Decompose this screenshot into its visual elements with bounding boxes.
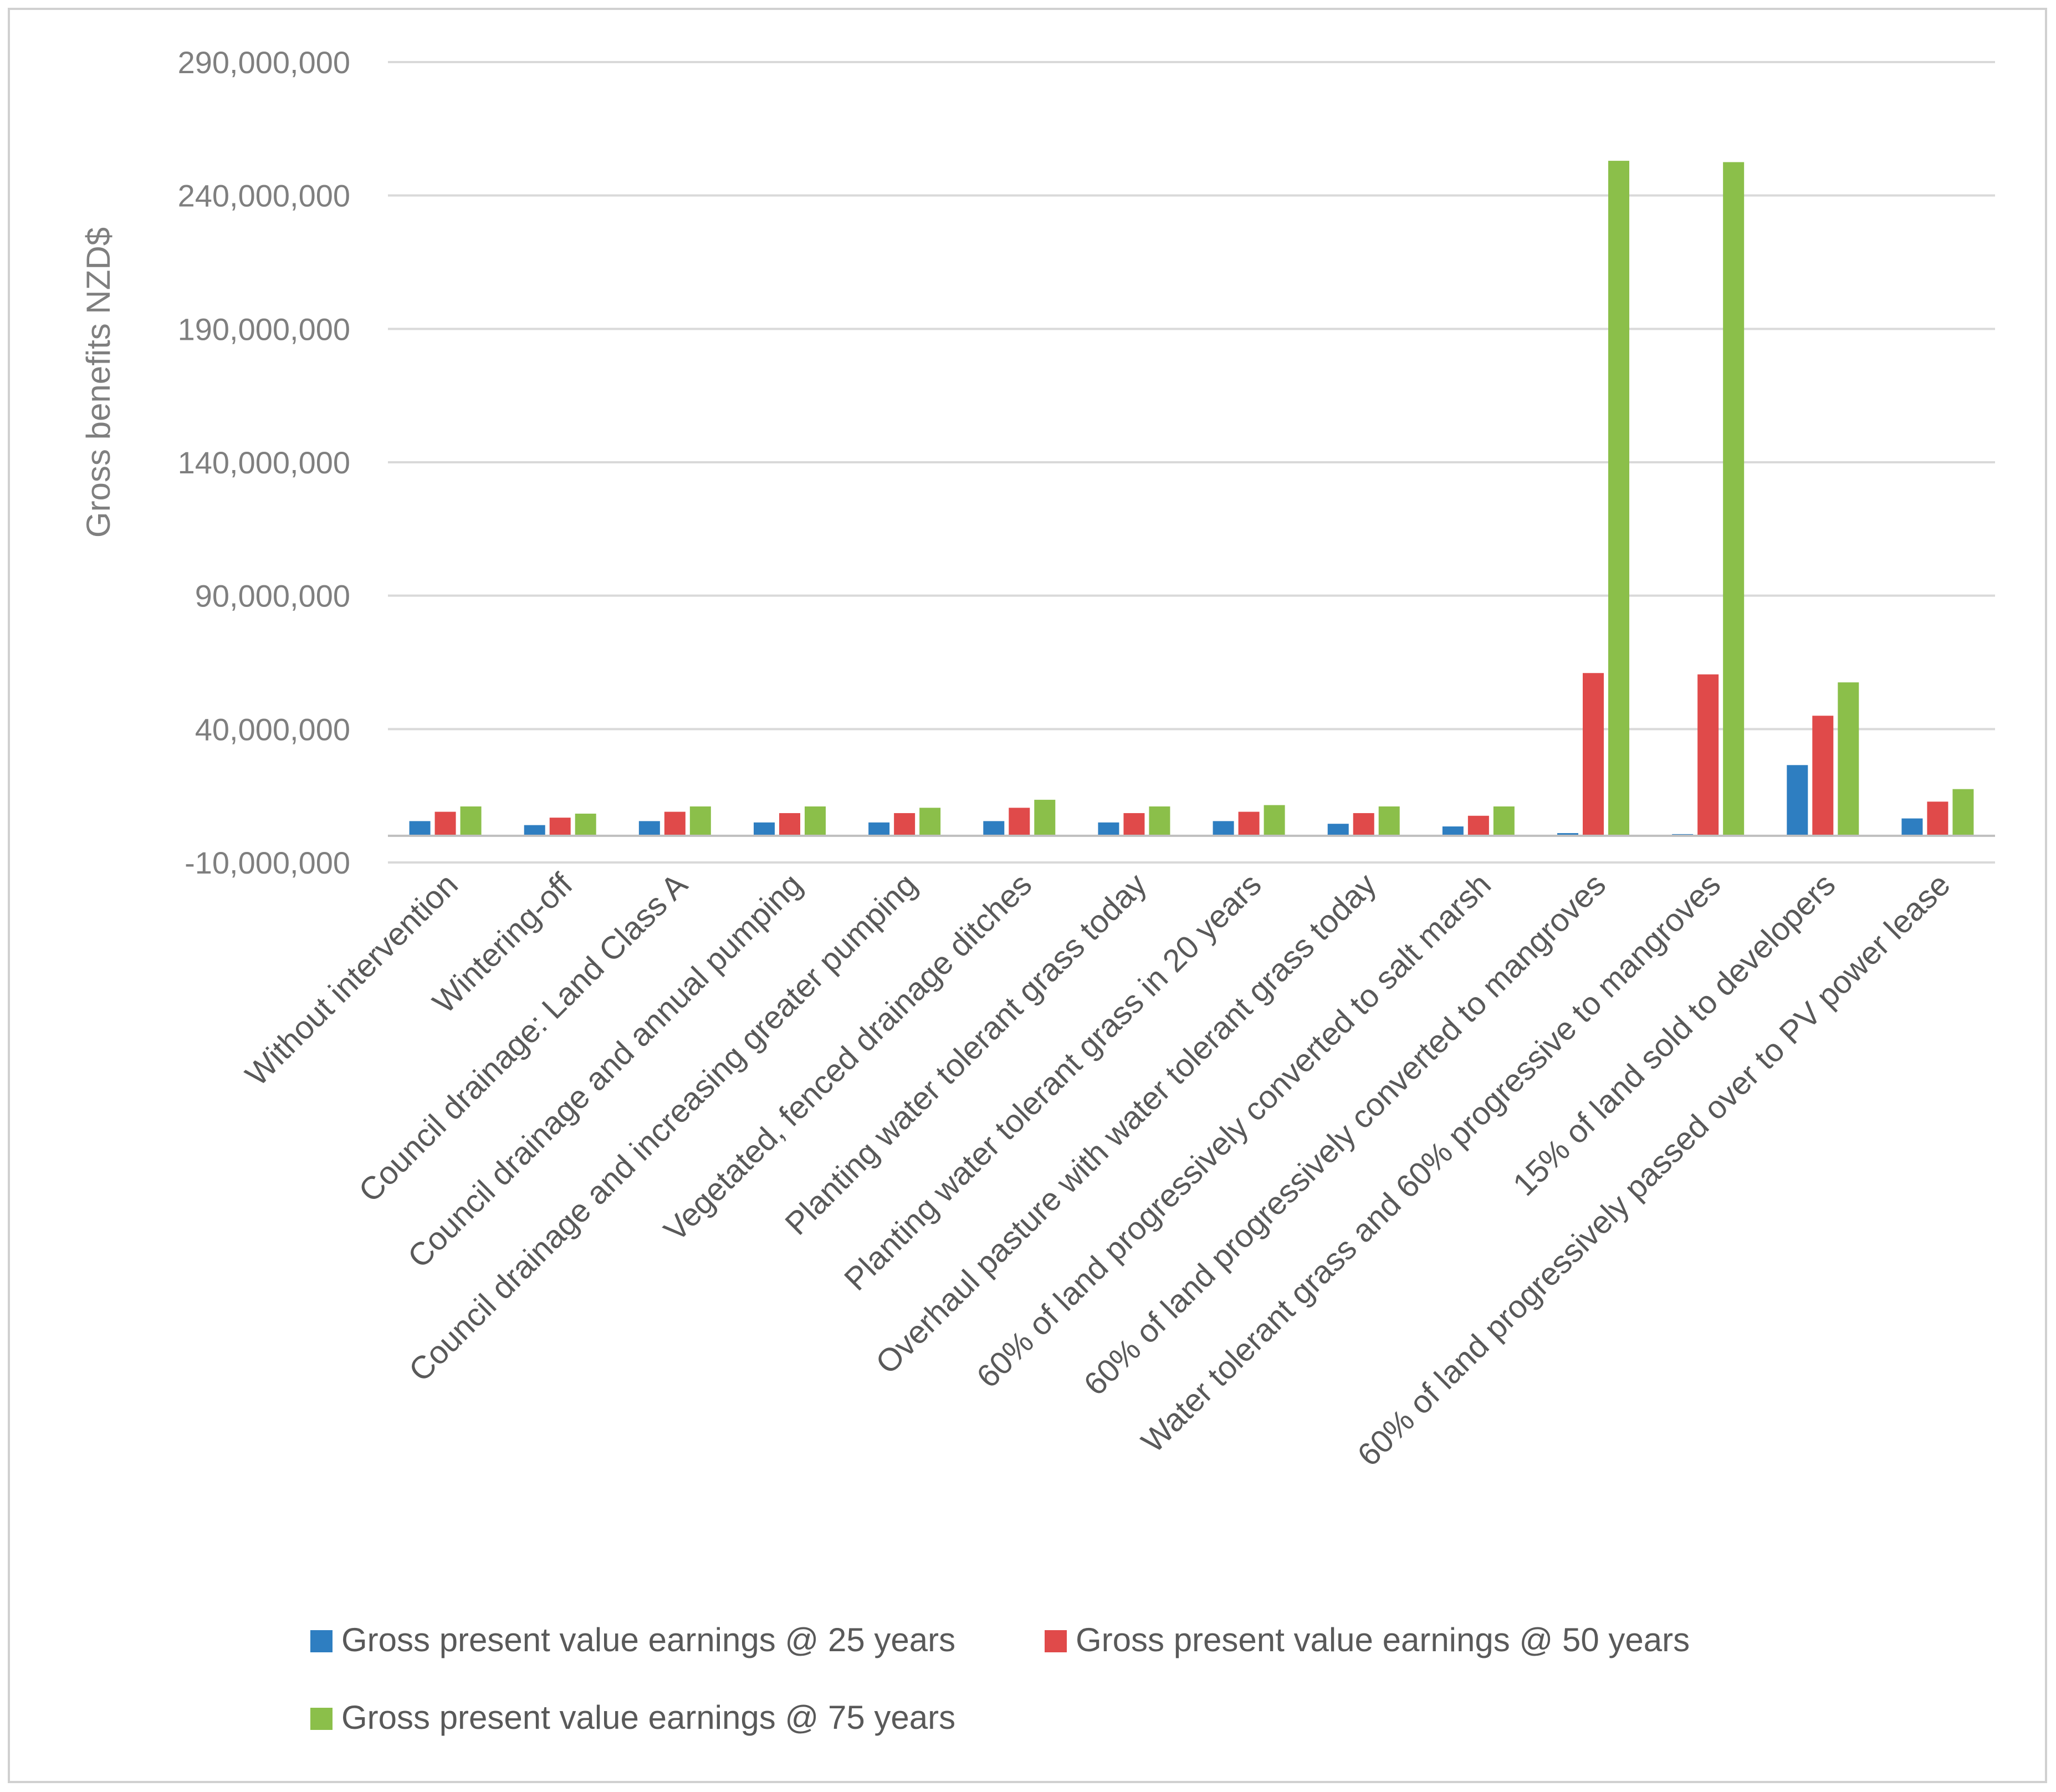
bar-series-3 [460, 806, 482, 836]
bar-series-1 [1327, 824, 1349, 836]
bars [409, 161, 1974, 836]
y-tick-label: 90,000,000 [195, 579, 350, 614]
bar-series-2 [1238, 811, 1260, 836]
bar-series-2 [1123, 813, 1145, 836]
bar-series-3 [1149, 806, 1170, 836]
bar-series-3 [1952, 789, 1974, 836]
bar-series-2 [434, 811, 456, 836]
x-category-label: Council drainage and annual pumping [401, 866, 809, 1275]
bar-series-3 [575, 813, 596, 836]
bar-series-3 [1838, 682, 1859, 836]
y-tick-label: 290,000,000 [178, 45, 350, 80]
bar-series-2 [1697, 674, 1719, 836]
y-tick-label: 40,000,000 [195, 712, 350, 747]
bar-series-2 [1009, 808, 1030, 836]
bar-series-1 [754, 822, 775, 836]
bar-series-2 [779, 813, 800, 836]
bar-series-3 [1378, 806, 1400, 836]
bar-series-1 [1098, 822, 1119, 836]
bar-series-1 [868, 822, 890, 836]
y-tick-label: 190,000,000 [178, 312, 350, 346]
bar-series-3 [1723, 162, 1745, 836]
legend-swatch-series-3 [310, 1708, 333, 1730]
x-axis-category-labels: Without interventionWintering-offCouncil… [238, 866, 1957, 1473]
legend: Gross present value earnings @ 25 years G… [310, 1621, 1690, 1736]
bar-series-1 [1787, 765, 1808, 836]
bar-series-1 [1557, 833, 1578, 836]
bar-series-1 [1442, 826, 1464, 836]
bar-series-2 [1467, 815, 1489, 836]
bar-series-2 [664, 811, 686, 836]
legend-swatch-series-1 [310, 1630, 333, 1652]
bar-series-3 [1493, 806, 1515, 836]
bar-series-2 [1927, 801, 1948, 836]
bar-series-3 [1034, 799, 1056, 836]
y-tick-label: 140,000,000 [178, 445, 350, 480]
bar-series-3 [805, 806, 826, 836]
bar-series-1 [1901, 818, 1923, 836]
y-tick-label: 240,000,000 [178, 178, 350, 213]
bar-series-3 [1264, 805, 1285, 836]
bar-series-3 [689, 806, 711, 836]
legend-label-series-1: Gross present value earnings @ 25 years [341, 1621, 955, 1658]
bar-series-3 [919, 808, 941, 836]
y-tick-label: -10,000,000 [185, 845, 350, 880]
y-axis-tick-labels: 290,000,000 240,000,000 190,000,000 140,000… [178, 45, 350, 880]
bar-series-2 [1812, 716, 1834, 836]
bar-series-1 [409, 821, 431, 836]
bar-series-1 [983, 821, 1005, 836]
x-category-label: Planting water tolerant grass in 20 year… [837, 866, 1269, 1298]
bar-series-2 [894, 813, 916, 836]
bar-series-2 [549, 818, 571, 836]
legend-label-series-2: Gross present value earnings @ 50 years [1076, 1621, 1690, 1658]
x-category-label: Without intervention [238, 866, 464, 1092]
legend-label-series-3: Gross present value earnings @ 75 years [341, 1699, 955, 1736]
bar-series-2 [1583, 673, 1604, 836]
bar-series-1 [524, 825, 545, 836]
bar-series-2 [1353, 813, 1374, 836]
bar-series-1 [638, 821, 660, 836]
legend-swatch-series-2 [1045, 1630, 1067, 1652]
y-axis-title: Gross benefits NZD$ [80, 227, 117, 538]
bar-series-3 [1608, 161, 1629, 836]
gridlines [388, 61, 1995, 864]
bar-series-1 [1213, 821, 1234, 836]
x-category-label: 60% of land progressively converted to m… [1077, 866, 1613, 1402]
chart-frame [8, 8, 2047, 1783]
